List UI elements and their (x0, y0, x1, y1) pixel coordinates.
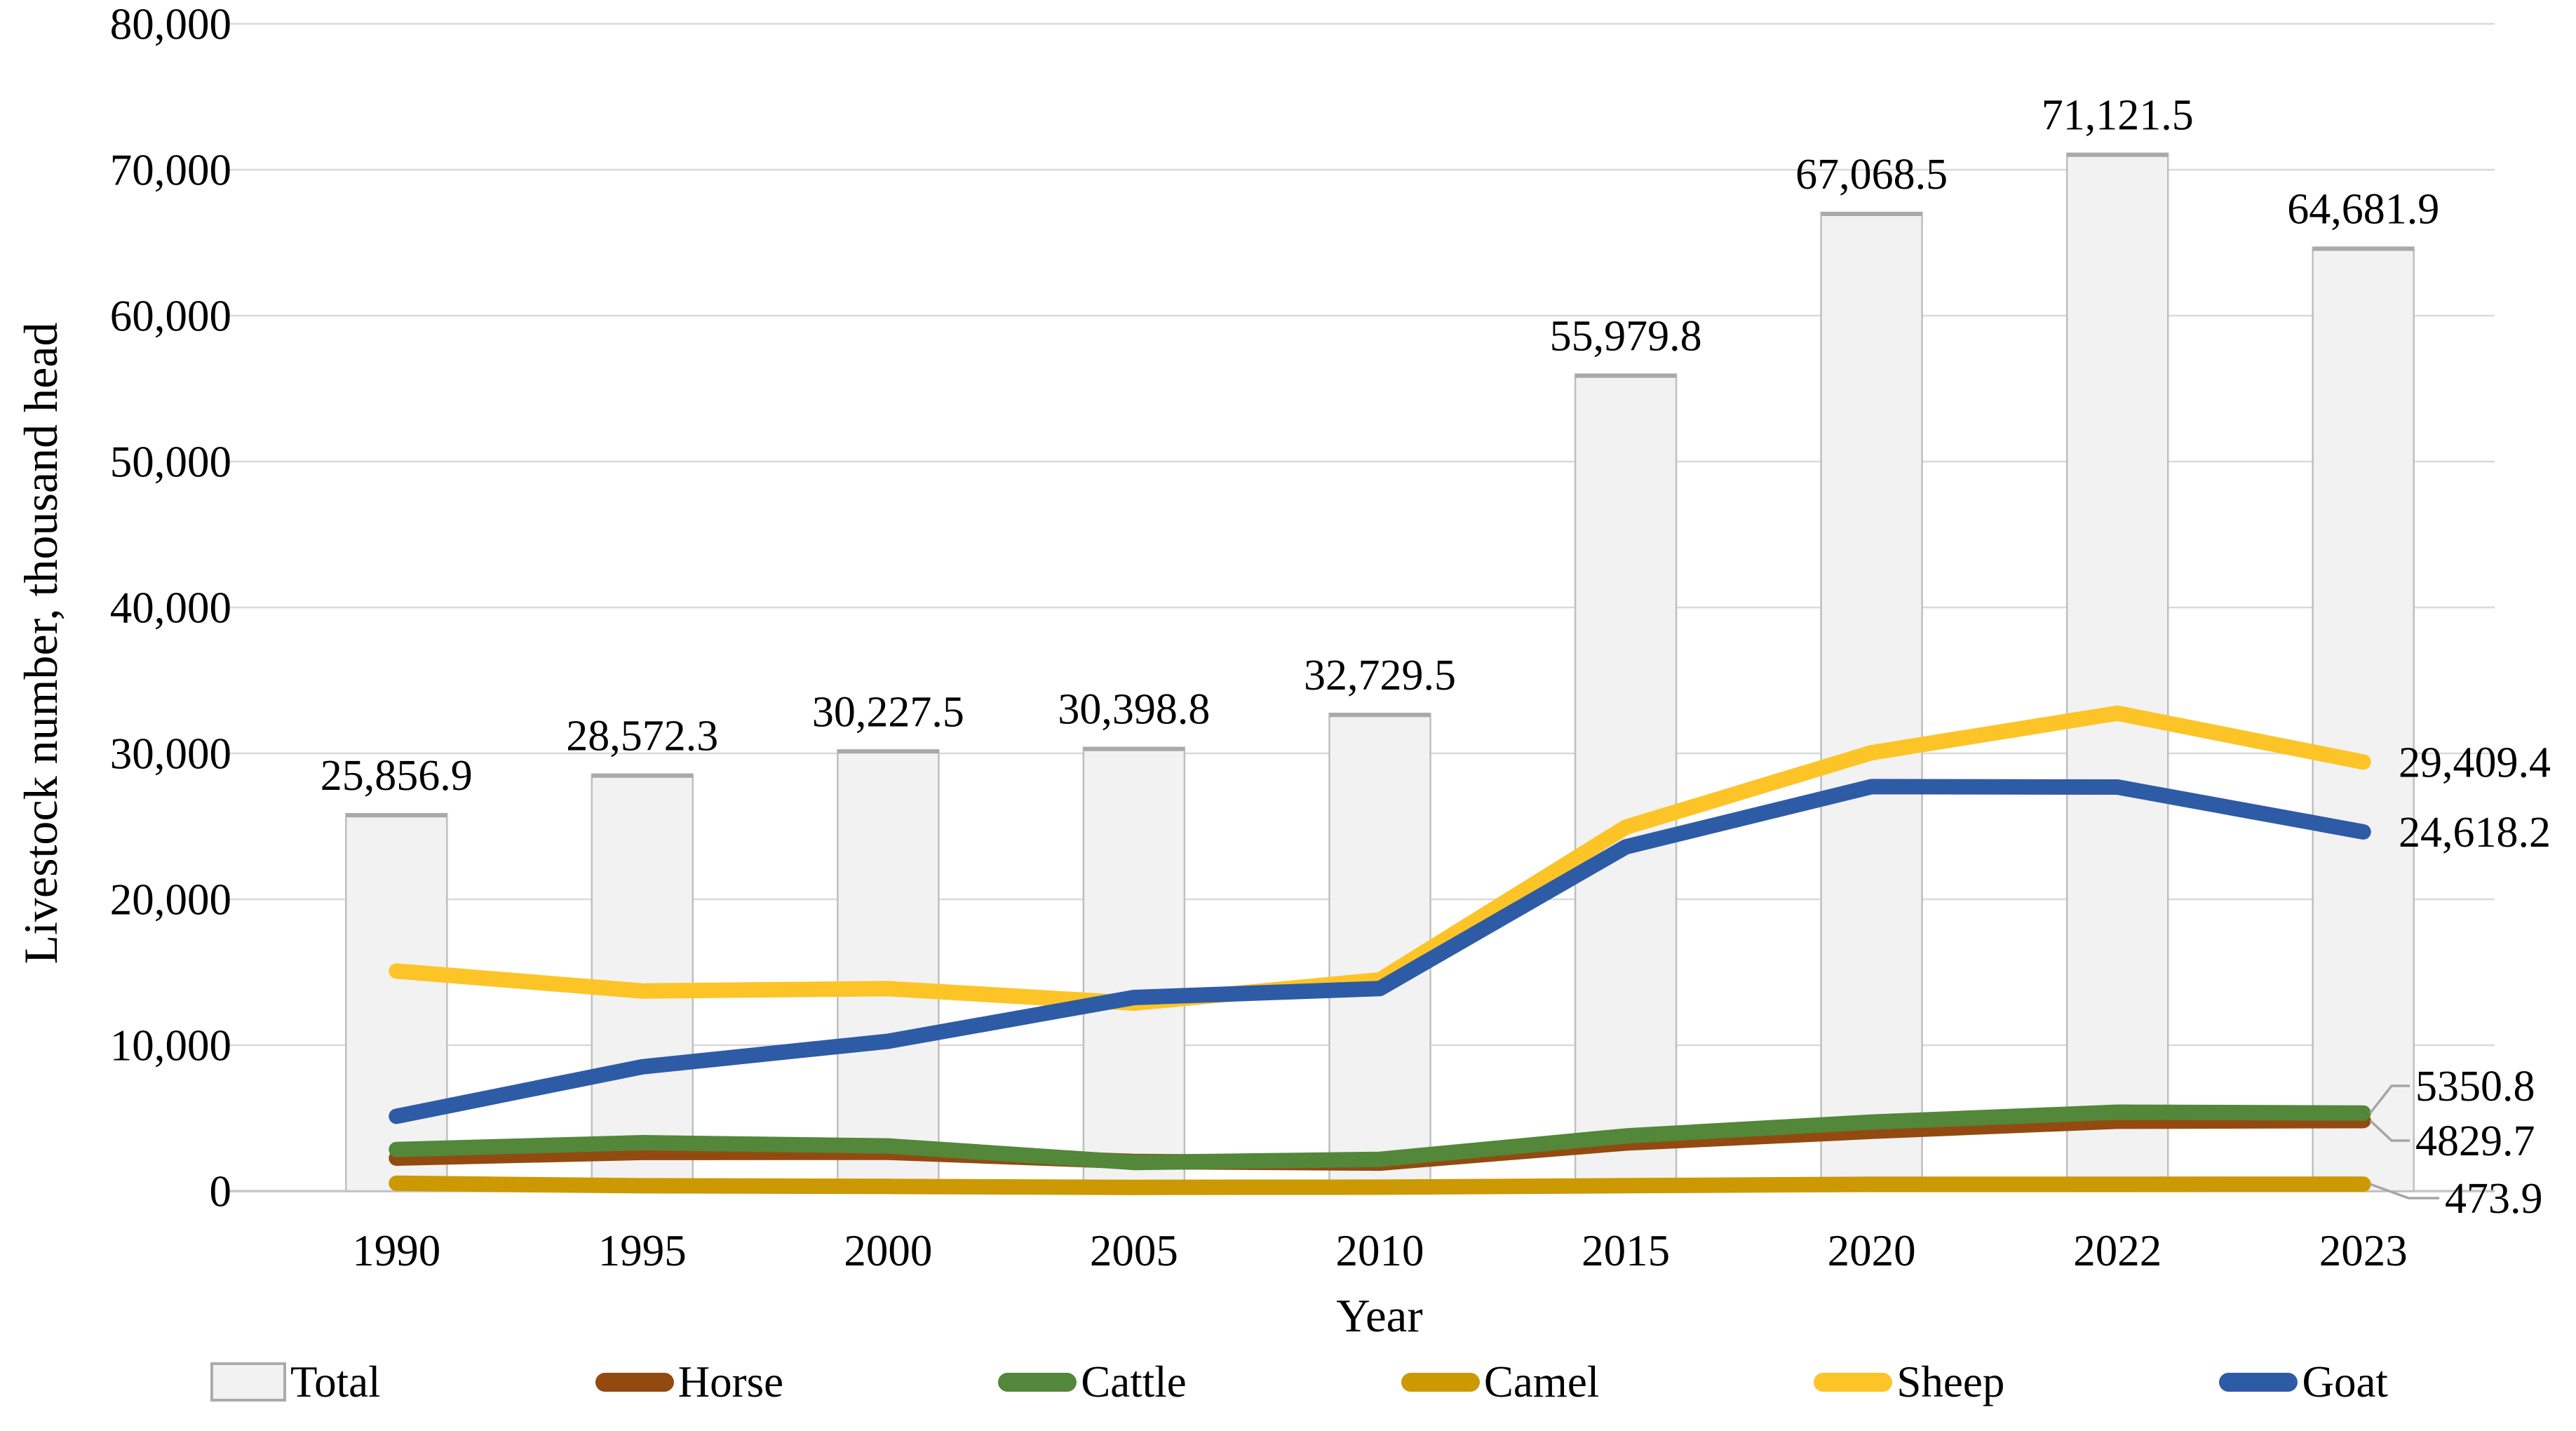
bar-label-1995: 28,572.3 (566, 713, 718, 760)
bar-total-2015 (1574, 373, 1678, 1192)
x-tick-2000: 2000 (844, 1226, 932, 1275)
bar-label-2022: 71,121.5 (2042, 92, 2194, 140)
legend-label-sheep: Sheep (1896, 1357, 2005, 1406)
legend-label-goat: Goat (2302, 1357, 2388, 1406)
legend-swatch-camel-line (1401, 1372, 1480, 1392)
y-tick-label: 0 (210, 1167, 232, 1216)
bar-total-2023 (2312, 246, 2415, 1192)
legend: Total Horse Cattle Camel Sheep Goat (210, 1351, 2388, 1413)
y-tick-label: 70,000 (110, 145, 231, 194)
bar-label-2015: 55,979.8 (1550, 313, 1702, 361)
legend-item-camel: Camel (1401, 1357, 1599, 1408)
bar-label-1990: 25,856.9 (321, 752, 473, 800)
legend-swatch-horse-line (595, 1372, 674, 1392)
legend-label-cattle: Cattle (1081, 1357, 1187, 1406)
legend-swatch-goat-line (2219, 1372, 2298, 1392)
legend-label-total: Total (290, 1357, 381, 1406)
legend-item-total: Total (210, 1357, 381, 1408)
legend-label-camel: Camel (1483, 1357, 1600, 1406)
x-tick-2015: 2015 (1582, 1226, 1670, 1275)
legend-item-sheep: Sheep (1814, 1357, 2004, 1408)
y-tick-label: 10,000 (110, 1021, 231, 1070)
y-tick-label: 20,000 (110, 875, 231, 924)
bar-label-2023: 64,681.9 (2287, 186, 2439, 234)
legend-swatch-total-box (210, 1362, 286, 1402)
bar-label-2020: 67,068.5 (1795, 151, 1948, 199)
line-cattle (389, 1104, 2371, 1171)
leader-cattle (2369, 1084, 2410, 1114)
bar-total-2000 (837, 749, 940, 1192)
bar-total-1990 (345, 812, 448, 1192)
legend-item-goat: Goat (2219, 1357, 2388, 1408)
legend-item-horse: Horse (595, 1357, 783, 1408)
x-tick-2010: 2010 (1336, 1226, 1424, 1275)
end-label-cattle: 5350.8 (2415, 1063, 2535, 1110)
legend-label-horse: Horse (677, 1357, 784, 1406)
x-tick-2020: 2020 (1828, 1226, 1916, 1275)
x-tick-2023: 2023 (2319, 1226, 2408, 1275)
y-tick-label: 30,000 (110, 729, 231, 778)
bar-label-2000: 30,227.5 (812, 688, 964, 736)
leader-horse (2369, 1120, 2410, 1142)
x-axis-title: Year (1336, 1290, 1423, 1342)
x-tick-1990: 1990 (352, 1226, 440, 1275)
y-tick-label: 60,000 (110, 291, 231, 340)
leader-camel (2370, 1183, 2439, 1200)
y-tick-label: 50,000 (110, 437, 231, 486)
legend-swatch-sheep-line (1814, 1372, 1893, 1392)
line-camel (389, 1175, 2371, 1195)
bar-total-2005 (1082, 746, 1186, 1192)
y-tick-label: 40,000 (110, 583, 231, 632)
legend-item-cattle: Cattle (998, 1357, 1187, 1408)
legend-swatch-cattle-line (998, 1372, 1077, 1392)
line-goat (389, 779, 2371, 1124)
end-label-sheep: 29,409.4 (2399, 739, 2551, 786)
bar-label-2005: 30,398.8 (1058, 686, 1210, 734)
end-label-horse: 4829.7 (2415, 1117, 2535, 1165)
end-label-camel: 473.9 (2445, 1175, 2543, 1223)
end-label-goat: 24,618.2 (2399, 809, 2551, 856)
x-tick-2022: 2022 (2073, 1226, 2162, 1275)
x-tick-2005: 2005 (1090, 1226, 1178, 1275)
bar-total-2020 (1820, 211, 1923, 1192)
x-tick-1995: 1995 (598, 1226, 687, 1275)
y-tick-label: 80,000 (110, 0, 231, 48)
bar-label-2010: 32,729.5 (1304, 652, 1456, 699)
bar-total-2022 (2065, 152, 2169, 1192)
